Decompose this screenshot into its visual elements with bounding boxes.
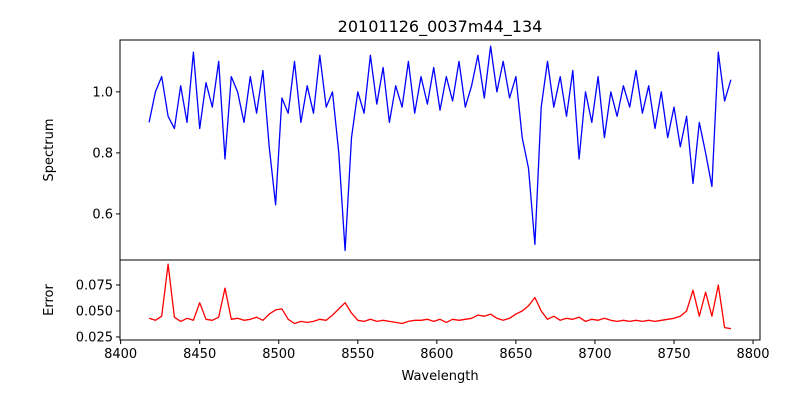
error-ytick-label: 0.075 bbox=[76, 278, 113, 293]
xtick-label: 8800 bbox=[736, 347, 769, 362]
x-axis-label: Wavelength bbox=[401, 369, 478, 384]
spectrum-y-label: Spectrum bbox=[42, 119, 57, 182]
xtick-label: 8450 bbox=[183, 347, 216, 362]
error-ytick-label: 0.025 bbox=[76, 330, 113, 345]
error-ytick-label: 0.050 bbox=[76, 304, 113, 319]
xtick-label: 8600 bbox=[420, 347, 453, 362]
error-axes: 0.025 0.050 0.075 8400 8450 8500 8550 8600 8650 8… bbox=[76, 259, 770, 362]
xtick-label: 8400 bbox=[104, 347, 137, 362]
error-y-label: Error bbox=[42, 284, 57, 316]
spectrum-ytick-label: 0.6 bbox=[92, 207, 113, 222]
xtick-label: 8750 bbox=[657, 347, 690, 362]
xtick-label: 8500 bbox=[262, 347, 295, 362]
chart-title: 20101126_0037m44_134 bbox=[338, 17, 543, 37]
error-frame bbox=[119, 259, 761, 341]
spectrum-ytick-label: 0.8 bbox=[92, 146, 113, 161]
xtick-label: 8700 bbox=[578, 347, 611, 362]
error-line bbox=[148, 263, 732, 330]
xtick-label: 8550 bbox=[341, 347, 374, 362]
xtick-label: 8650 bbox=[499, 347, 532, 362]
spectrum-ytick-label: 1.0 bbox=[92, 85, 113, 100]
spectrum-line bbox=[148, 45, 732, 252]
